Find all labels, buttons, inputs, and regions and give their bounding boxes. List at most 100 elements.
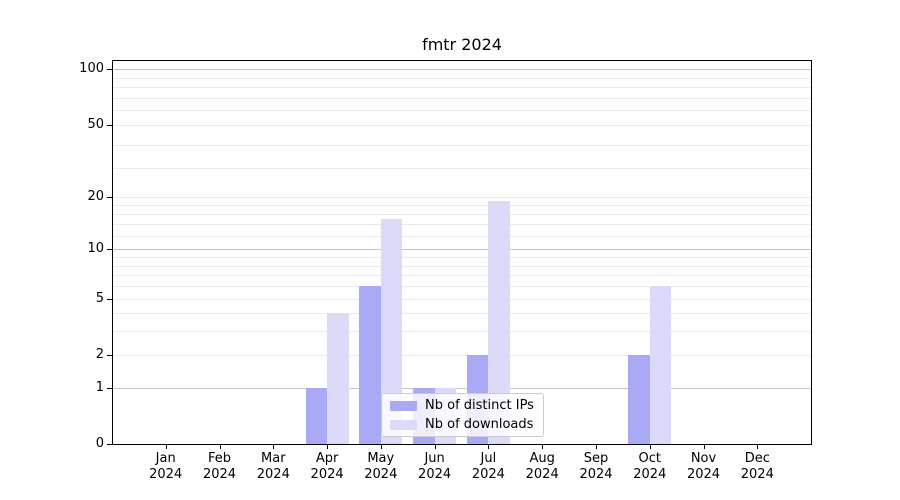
- minor-gridline: [113, 331, 811, 333]
- legend-item: Nb of distinct IPs: [390, 398, 534, 413]
- legend-label: Nb of downloads: [425, 417, 534, 432]
- x-label-year: 2024: [525, 467, 559, 482]
- x-label-month: Sep: [583, 451, 609, 466]
- x-axis-tick: [434, 445, 436, 449]
- x-axis-tick-label: Feb 2024: [188, 451, 252, 483]
- x-label-month: May: [367, 451, 395, 466]
- x-axis-tick: [219, 445, 221, 449]
- x-label-month: Dec: [744, 451, 770, 466]
- x-label-year: 2024: [579, 467, 613, 482]
- x-axis-tick-label: Mar 2024: [241, 451, 305, 483]
- x-axis-tick: [488, 445, 490, 449]
- x-axis-tick-label: Jul 2024: [456, 451, 520, 483]
- minor-gridline: [113, 265, 811, 267]
- y-axis-tick-label: 5: [95, 290, 104, 306]
- minor-gridline: [113, 275, 811, 277]
- x-axis-tick-label: Aug 2024: [510, 451, 574, 483]
- minor-gridline: [113, 286, 811, 287]
- minor-gridline: [113, 196, 811, 198]
- x-axis-tick: [165, 445, 167, 449]
- minor-gridline: [113, 298, 811, 300]
- bar-nb-of-distinct-ips-oct-2024: [628, 354, 650, 444]
- x-label-year: 2024: [310, 467, 344, 482]
- x-label-year: 2024: [418, 467, 452, 482]
- x-label-year: 2024: [149, 467, 183, 482]
- x-axis-tick: [703, 445, 705, 449]
- x-axis-tick-label: Jan 2024: [134, 451, 198, 483]
- minor-gridline: [113, 214, 811, 215]
- minor-gridline: [113, 97, 811, 99]
- x-axis-tick: [596, 445, 597, 449]
- x-axis-tick: [649, 445, 651, 449]
- major-gridline: [113, 387, 811, 389]
- x-label-month: Aug: [529, 451, 555, 466]
- legend-swatch-nb-of-distinct-ips: [390, 400, 417, 411]
- x-label-year: 2024: [256, 467, 290, 482]
- minor-gridline: [113, 224, 811, 226]
- major-gridline: [113, 69, 811, 71]
- minor-gridline: [113, 354, 811, 356]
- y-axis-tick: [107, 249, 112, 251]
- minor-gridline: [113, 257, 811, 259]
- bar-nb-of-downloads-jul-2024: [488, 200, 510, 444]
- x-label-year: 2024: [364, 467, 398, 482]
- y-axis-tick-label: 10: [87, 241, 104, 257]
- bar-nb-of-downloads-oct-2024: [649, 286, 672, 444]
- x-label-month: Jan: [155, 451, 176, 466]
- x-label-year: 2024: [740, 467, 774, 482]
- y-axis-tick-label: 0: [95, 436, 104, 451]
- y-axis-tick: [107, 298, 112, 300]
- y-axis-tick-label: 2: [95, 346, 104, 362]
- x-axis-tick: [380, 445, 382, 449]
- minor-gridline: [113, 124, 811, 126]
- x-axis-tick-label: May 2024: [349, 451, 413, 483]
- major-gridline: [113, 249, 811, 251]
- minor-gridline: [113, 313, 811, 315]
- minor-gridline: [113, 167, 811, 169]
- bar-nb-of-distinct-ips-may-2024: [359, 286, 381, 444]
- x-axis-tick: [273, 445, 275, 449]
- x-axis-tick: [757, 445, 759, 449]
- y-axis-tick: [107, 196, 112, 198]
- y-axis-tick: [107, 444, 112, 445]
- x-axis-tick-label: Nov 2024: [672, 451, 736, 483]
- x-axis-tick-label: Sep 2024: [564, 451, 628, 483]
- y-axis-tick: [107, 354, 112, 356]
- minor-gridline: [113, 235, 811, 237]
- minor-gridline: [113, 87, 811, 89]
- y-axis-tick-label: 1: [95, 379, 104, 395]
- x-axis-tick-label: Jun 2024: [403, 451, 467, 483]
- y-axis-tick: [107, 387, 112, 389]
- bar-nb-of-downloads-apr-2024: [327, 313, 349, 444]
- legend-swatch-nb-of-downloads: [390, 419, 417, 430]
- x-label-month: Apr: [315, 451, 339, 466]
- y-axis-tick: [107, 124, 112, 126]
- legend: Nb of distinct IPs Nb of downloads: [381, 393, 544, 437]
- minor-gridline: [113, 204, 811, 206]
- x-label-month: Oct: [638, 451, 662, 466]
- y-axis-tick-label: 100: [79, 61, 104, 77]
- minor-gridline: [113, 144, 811, 146]
- x-axis-tick-label: Apr 2024: [295, 451, 359, 483]
- x-axis-tick: [327, 445, 329, 449]
- minor-gridline: [113, 110, 811, 112]
- x-label-month: Mar: [261, 451, 286, 466]
- x-label-month: Feb: [207, 451, 232, 466]
- x-axis-tick-label: Dec 2024: [725, 451, 789, 483]
- x-label-year: 2024: [633, 467, 667, 482]
- x-label-year: 2024: [202, 467, 237, 482]
- x-label-year: 2024: [471, 467, 505, 482]
- x-label-month: Nov: [690, 451, 717, 466]
- x-label-year: 2024: [686, 467, 721, 482]
- chart-title: fmtr 2024: [422, 35, 502, 54]
- y-axis-tick: [107, 69, 112, 71]
- minor-gridline: [113, 77, 811, 79]
- x-label-month: Jun: [424, 451, 445, 466]
- legend-label: Nb of distinct IPs: [425, 398, 534, 413]
- y-axis-tick-label: 20: [87, 188, 104, 204]
- legend-item: Nb of downloads: [390, 417, 534, 432]
- x-axis-tick-label: Oct 2024: [618, 451, 682, 483]
- x-label-month: Jul: [480, 451, 497, 466]
- bar-nb-of-distinct-ips-apr-2024: [305, 387, 328, 444]
